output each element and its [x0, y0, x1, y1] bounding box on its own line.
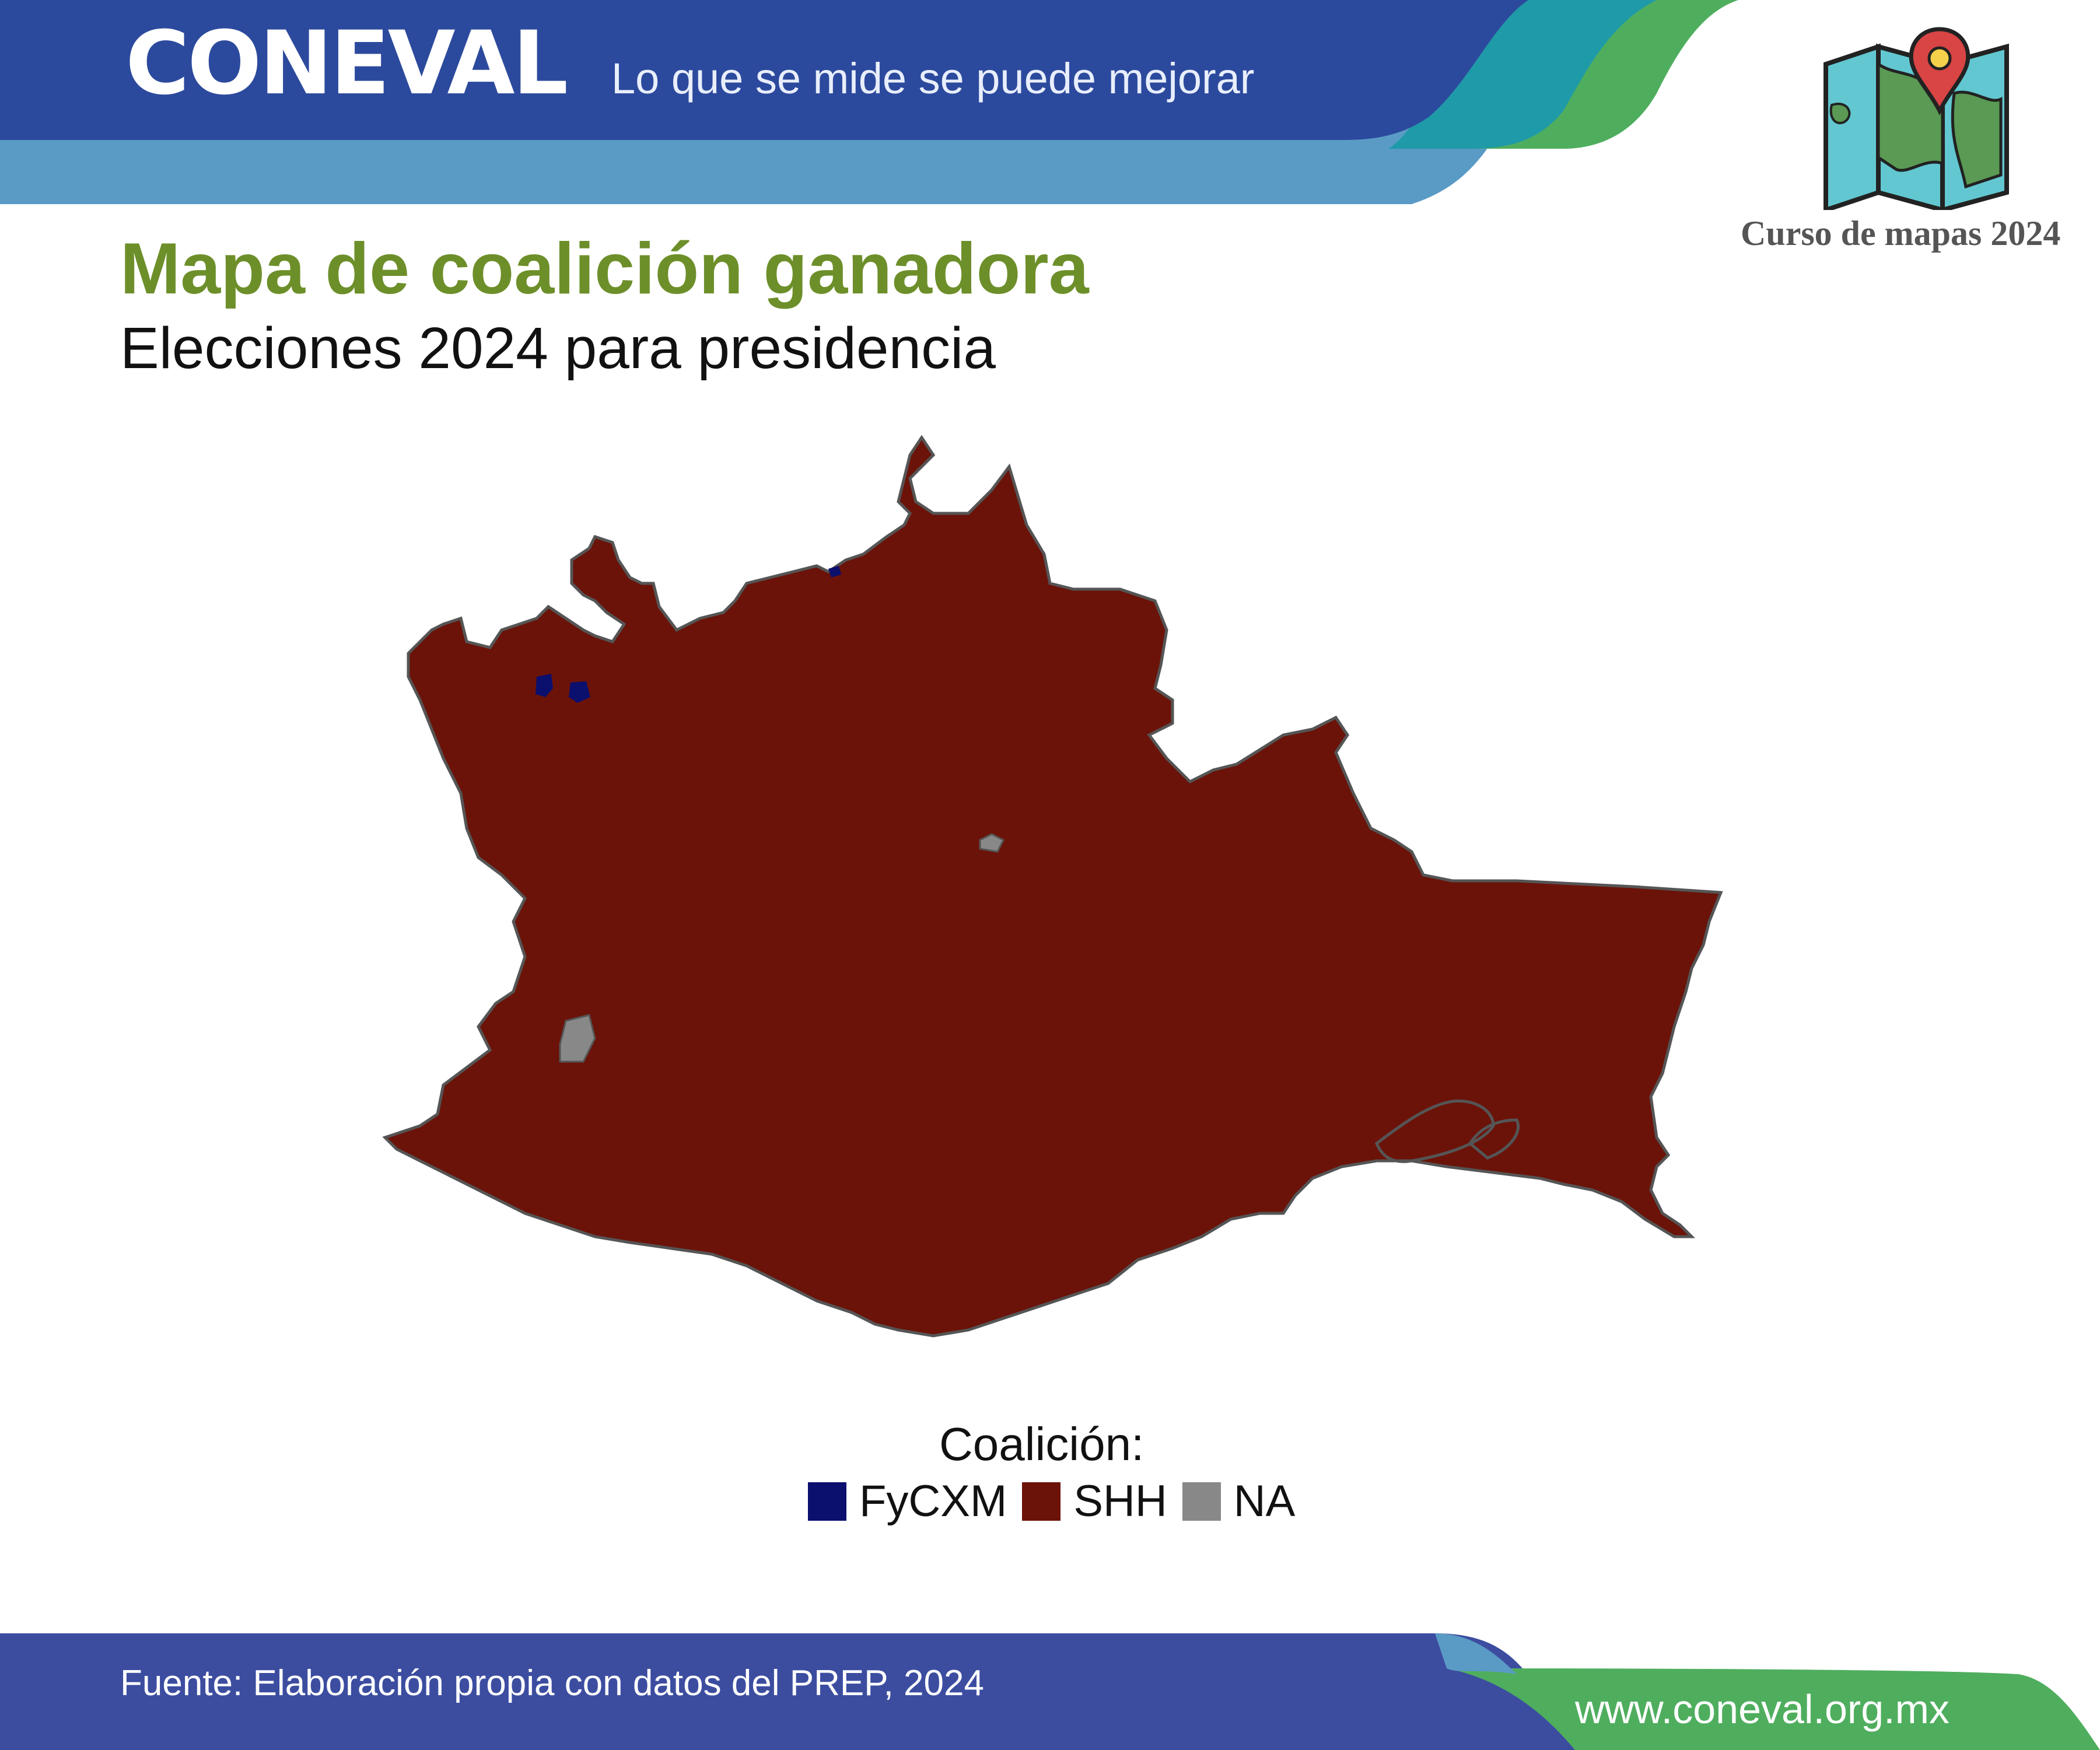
lagoon-outline [1468, 1118, 1520, 1160]
legend-swatch [1022, 1482, 1061, 1521]
coneval-logo: CONEVAL [125, 13, 568, 114]
legend-item-na: NA [1182, 1476, 1296, 1527]
legend-item-fycxm: FyCXM [808, 1476, 1007, 1527]
region-shh [382, 435, 1723, 1338]
legend-swatch [808, 1482, 846, 1521]
footer-background [0, 1633, 2100, 1750]
source-note: Fuente: Elaboración propia con datos del… [120, 1663, 984, 1703]
region-na [979, 833, 1005, 853]
region-fycxm [536, 674, 553, 697]
legend-label: SHH [1073, 1476, 1167, 1526]
header-tagline: Lo que se mide se puede mejorar [611, 54, 1255, 103]
legend-swatch [1182, 1482, 1221, 1521]
legend-label: NA [1233, 1476, 1296, 1526]
legend-title: Coalición: [939, 1418, 1144, 1470]
region-fycxm [828, 566, 841, 578]
legend: FyCXM SHH NA [808, 1476, 1295, 1527]
website-link[interactable]: www.coneval.org.mx [1575, 1686, 1950, 1732]
legend-label: FyCXM [859, 1476, 1007, 1526]
course-title: Curso de mapas 2024 [1741, 214, 2061, 253]
folded-map-pin-icon [1824, 27, 2009, 210]
lagoon-outline [1374, 1099, 1495, 1163]
legend-item-shh: SHH [1022, 1476, 1167, 1527]
region-na [559, 1014, 596, 1063]
map-subtitle: Elecciones 2024 para presidencia [120, 316, 996, 381]
region-fycxm [569, 681, 590, 703]
header-background [0, 0, 1738, 204]
map-title: Mapa de coalición ganadora [120, 229, 1089, 309]
